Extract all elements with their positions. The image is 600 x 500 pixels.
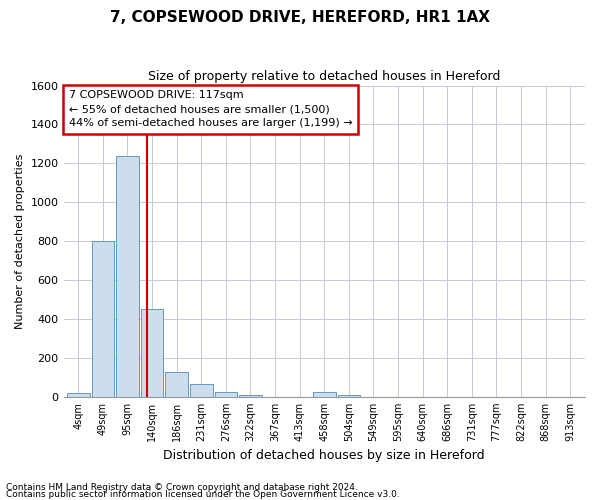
Bar [92, 241, 114, 397]
Bar [67, 393, 89, 397]
X-axis label: Distribution of detached houses by size in Hereford: Distribution of detached houses by size … [163, 450, 485, 462]
Bar [215, 392, 237, 397]
Bar [338, 395, 360, 397]
Bar [116, 156, 139, 397]
Bar [313, 392, 335, 397]
Bar [166, 372, 188, 397]
Bar [190, 384, 212, 397]
Title: Size of property relative to detached houses in Hereford: Size of property relative to detached ho… [148, 70, 500, 83]
Text: 7, COPSEWOOD DRIVE, HEREFORD, HR1 1AX: 7, COPSEWOOD DRIVE, HEREFORD, HR1 1AX [110, 10, 490, 25]
Bar [239, 395, 262, 397]
Text: Contains HM Land Registry data © Crown copyright and database right 2024.: Contains HM Land Registry data © Crown c… [6, 484, 358, 492]
Text: 7 COPSEWOOD DRIVE: 117sqm
← 55% of detached houses are smaller (1,500)
44% of se: 7 COPSEWOOD DRIVE: 117sqm ← 55% of detac… [69, 90, 352, 128]
Bar [141, 310, 163, 397]
Y-axis label: Number of detached properties: Number of detached properties [15, 154, 25, 329]
Text: Contains public sector information licensed under the Open Government Licence v3: Contains public sector information licen… [6, 490, 400, 499]
